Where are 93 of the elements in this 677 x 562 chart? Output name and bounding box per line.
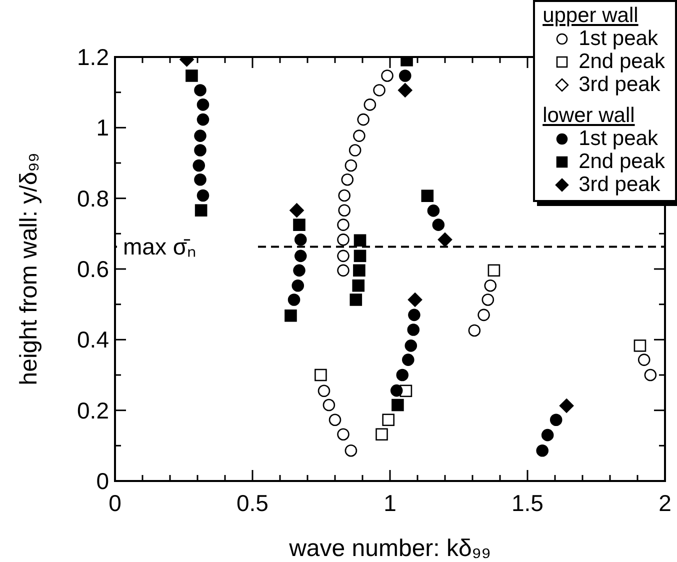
point	[381, 70, 394, 82]
point	[338, 189, 350, 202]
x-tick-label: 2	[658, 490, 672, 516]
point	[488, 264, 500, 277]
point	[402, 354, 414, 366]
point	[559, 398, 574, 413]
point	[284, 309, 297, 322]
point	[196, 189, 210, 202]
point	[432, 218, 445, 231]
point	[194, 130, 206, 142]
annotation: lower wall	[542, 104, 636, 127]
point	[341, 173, 354, 186]
point	[314, 368, 327, 382]
legend-label: 1st peak	[578, 127, 658, 150]
y-tick-label: 0.2	[77, 397, 109, 424]
point	[337, 264, 350, 277]
text: upper wall	[542, 4, 640, 27]
point	[353, 130, 366, 142]
legend-label: 3rd peak	[578, 73, 660, 96]
y-axis-title: height from wall: y/δ₉₉	[16, 152, 43, 386]
y-tick-label: 0.6	[77, 256, 109, 282]
point	[407, 324, 420, 336]
point	[484, 279, 497, 292]
point	[438, 232, 452, 247]
point	[541, 428, 554, 442]
point	[294, 250, 307, 262]
x-axis-title: wave number: kδ₉₉	[288, 535, 491, 562]
point	[196, 113, 210, 126]
y-tick-label: 0.8	[77, 185, 109, 212]
legend-label: 2nd peak	[578, 150, 665, 173]
point	[482, 294, 494, 306]
point	[421, 190, 434, 202]
point	[288, 294, 300, 306]
point	[194, 173, 206, 186]
point	[638, 354, 650, 366]
point	[318, 384, 330, 398]
point	[337, 250, 350, 262]
point	[194, 204, 208, 216]
point	[373, 84, 386, 96]
x-tick-label: 1.5	[512, 490, 544, 516]
x-tick-label: 1	[384, 490, 396, 516]
point	[194, 84, 206, 96]
point	[404, 340, 418, 352]
point	[293, 264, 306, 277]
point	[352, 279, 365, 292]
point	[322, 398, 336, 412]
ref-line-label: max σ̄ₙ	[123, 234, 196, 260]
point	[338, 204, 350, 216]
point	[550, 414, 562, 426]
point	[344, 444, 358, 457]
point	[344, 159, 358, 172]
point	[192, 159, 206, 172]
point	[357, 113, 370, 126]
point	[536, 444, 548, 457]
point	[634, 340, 646, 352]
point	[328, 414, 342, 426]
y-tick-label: 0	[96, 468, 109, 494]
point	[398, 70, 412, 82]
point	[294, 234, 307, 246]
x-tick-label: 0.5	[236, 490, 268, 516]
point	[350, 294, 362, 306]
y-tick-label: 0.4	[77, 326, 110, 353]
point	[390, 384, 403, 397]
point	[196, 98, 210, 111]
legend-label: 1st peak	[578, 27, 658, 50]
point	[290, 203, 304, 218]
point	[337, 218, 350, 231]
legend-label: 2nd peak	[578, 50, 665, 73]
point	[382, 414, 394, 426]
point	[354, 250, 366, 262]
point	[348, 144, 362, 156]
point	[337, 428, 350, 441]
point	[354, 234, 366, 247]
point	[392, 398, 404, 412]
point	[408, 308, 420, 322]
point	[186, 70, 198, 82]
point	[292, 279, 304, 292]
point	[376, 428, 388, 441]
point	[194, 144, 206, 156]
point	[396, 368, 409, 382]
point	[364, 98, 376, 111]
point	[644, 368, 657, 382]
point	[293, 218, 306, 231]
point	[408, 292, 422, 307]
y-tick-label: 1.2	[77, 44, 109, 70]
point	[427, 204, 440, 217]
legend-label: 3rd peak	[578, 173, 660, 196]
point	[478, 308, 490, 322]
point	[468, 324, 481, 337]
point	[398, 83, 412, 98]
point	[353, 264, 366, 277]
point	[337, 234, 350, 246]
y-tick-label: 1	[96, 114, 109, 141]
